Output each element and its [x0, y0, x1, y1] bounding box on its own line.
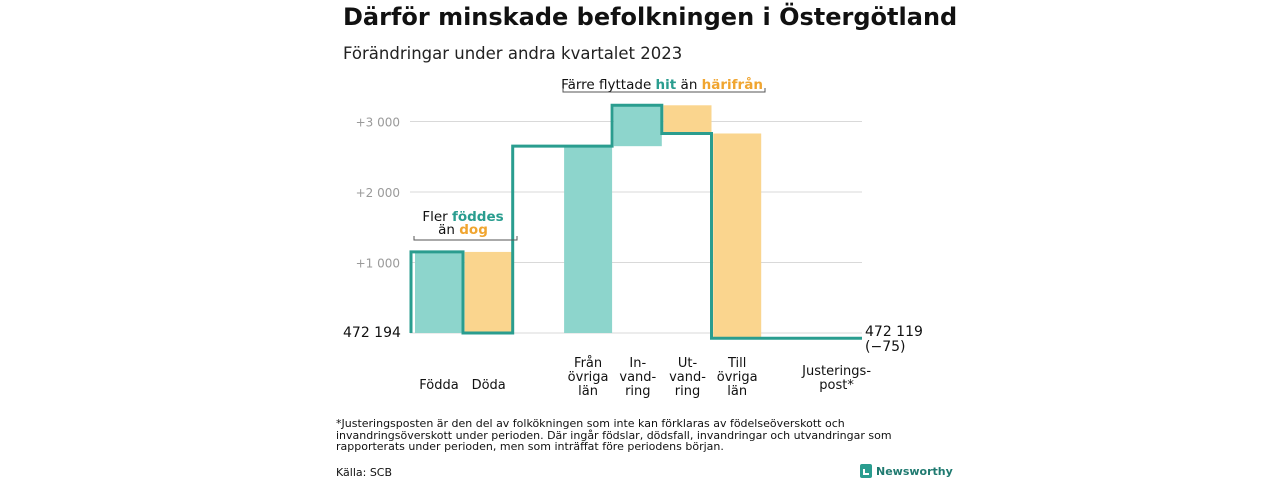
bar-fran_ovriga_lan: [564, 146, 613, 333]
births-annotation-line2: än dog: [438, 222, 488, 238]
chart-subtitle: Förändringar under andra kvartalet 2023: [343, 44, 683, 63]
footnote: *Justeringsposten är den del av folkökni…: [336, 417, 892, 453]
category-label-utvandring: ring: [675, 384, 700, 399]
newsworthy-icon: [860, 464, 872, 478]
y-tick-label: +3 000: [356, 116, 400, 130]
category-label-fran_ovriga_lan: övriga: [568, 370, 609, 385]
migration-out-highlight: härifrån: [702, 76, 763, 93]
y-tick-label: +1 000: [356, 257, 400, 271]
category-label-doda: Döda: [472, 378, 506, 393]
migration-annotation: Färre flyttade hit än härifrån: [561, 76, 763, 93]
cumulative-step-line: [409, 103, 862, 340]
migration-in-highlight: hit: [656, 77, 677, 93]
births-highlight: föddes: [452, 209, 504, 225]
brand-logo: Newsworthy: [860, 464, 953, 478]
waterfall-chart: +1 000+2 000+3 000 Födda DödaFrånövrigalä…: [343, 76, 923, 399]
category-label-invandring: ring: [625, 384, 650, 399]
bar-doda: [464, 251, 513, 333]
end-change-label: (−75): [865, 339, 905, 355]
category-label-fran_ovriga_lan: Från: [574, 356, 602, 371]
category-label-till_ovriga_lan: övriga: [717, 370, 758, 385]
category-label-invandring: In-: [629, 356, 646, 371]
category-label-fran_ovriga_lan: län: [578, 384, 598, 399]
bar-utvandring: [663, 105, 712, 134]
end-value-label: 472 119: [865, 324, 923, 340]
chart-title: Därför minskade befolkningen i Östergötl…: [343, 3, 958, 31]
bar-invandring: [613, 105, 662, 147]
brand-name: Newsworthy: [876, 464, 953, 478]
bar-till_ovriga_lan: [713, 133, 762, 339]
y-tick-label: +2 000: [356, 186, 400, 200]
category-label-utvandring: vand-: [669, 370, 706, 385]
start-value-label: 472 194: [343, 325, 401, 341]
category-label-invandring: vand-: [619, 370, 656, 385]
bar-fodda: [415, 251, 463, 333]
category-label-till_ovriga_lan: Till: [727, 356, 746, 371]
births-annotation-line1: Fler föddes: [422, 209, 503, 225]
deaths-highlight: dog: [459, 222, 488, 238]
category-label-till_ovriga_lan: län: [727, 384, 747, 399]
category-label-utvandring: Ut-: [678, 356, 698, 371]
category-label-fodda: Födda: [419, 378, 458, 393]
source-label: Källa: SCB: [336, 466, 393, 479]
category-label-justeringspost: Justerings-: [801, 364, 871, 379]
births-bracket: [413, 236, 518, 241]
category-label-justeringspost: post*: [819, 378, 854, 393]
migration-bracket: [562, 88, 766, 93]
